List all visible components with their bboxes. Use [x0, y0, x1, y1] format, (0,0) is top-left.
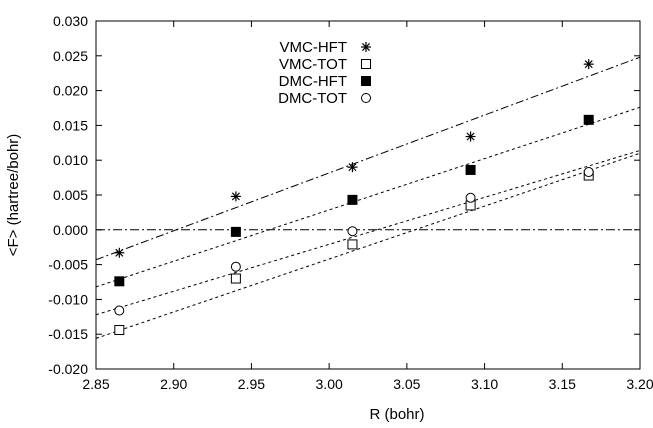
data-point-dmc-tot — [230, 261, 241, 272]
legend-label-dmc-hft: DMC-HFT — [279, 73, 347, 90]
y-tick-label: 0.005 — [53, 187, 88, 203]
fit-lines — [95, 56, 641, 339]
x-tick-label: 3.05 — [393, 376, 420, 392]
x-tick-label: 3.15 — [549, 376, 576, 392]
y-tick-label: 0.015 — [53, 117, 88, 133]
y-tick-label: -0.015 — [48, 326, 88, 342]
data-point-dmc-tot — [465, 192, 476, 203]
y-tick-label: -0.005 — [48, 257, 88, 273]
y-tick-label: 0.025 — [53, 48, 88, 64]
y-tick-label: -0.020 — [48, 361, 88, 377]
data-point-vmc-hft — [583, 59, 594, 70]
legend-marker-dmc-tot — [361, 93, 371, 103]
data-point-dmc-hft — [583, 114, 594, 125]
x-tick-label: 3.10 — [471, 376, 498, 392]
x-tick-label: 2.85 — [82, 376, 109, 392]
fit-line-dmc-tot — [95, 149, 641, 316]
data-point-dmc-hft — [465, 164, 476, 175]
x-tick-label: 2.95 — [238, 376, 265, 392]
fit-line-vmc-tot — [95, 152, 641, 339]
data-point-vmc-hft — [465, 131, 476, 142]
legend-label-vmc-tot: VMC-TOT — [279, 56, 347, 73]
plot-border — [95, 20, 641, 370]
legend-marker-dmc-hft — [361, 76, 371, 86]
y-tick-label: -0.010 — [48, 291, 88, 307]
data-point-vmc-hft — [114, 247, 125, 258]
legend-marker-vmc-tot — [361, 59, 371, 69]
plot-frame — [95, 20, 641, 370]
y-tick-label: 0.030 — [53, 13, 88, 29]
data-point-vmc-tot — [114, 325, 125, 336]
data-point-vmc-tot — [347, 239, 358, 250]
data-point-dmc-tot — [347, 226, 358, 237]
data-point-vmc-hft — [347, 162, 358, 173]
x-tick-label: 3.20 — [626, 376, 653, 392]
x-axis: 2.85 2.90 2.95 3.00 3.05 3.10 3.15 3.20 — [82, 21, 653, 392]
legend-label-vmc-hft: VMC-HFT — [280, 39, 348, 56]
data-point-dmc-tot — [583, 167, 594, 178]
data-point-vmc-tot — [230, 273, 241, 284]
data-points — [114, 59, 594, 336]
y-axis: -0.020 -0.015 -0.010 -0.005 0.000 0.005 0.010 0… — [48, 13, 640, 377]
x-axis-label: R (bohr) — [369, 406, 424, 423]
data-point-dmc-hft — [114, 276, 125, 287]
data-point-vmc-hft — [230, 191, 241, 202]
fit-line-dmc-hft — [95, 106, 641, 288]
data-point-dmc-hft — [347, 194, 358, 205]
x-tick-label: 2.90 — [160, 376, 187, 392]
y-tick-label: 0.000 — [53, 222, 88, 238]
fit-line-vmc-hft — [95, 56, 641, 261]
x-tick-label: 3.00 — [316, 376, 343, 392]
legend-label-dmc-tot: DMC-TOT — [278, 90, 347, 107]
y-tick-label: 0.020 — [53, 83, 88, 99]
legend-marker-vmc-hft — [361, 42, 371, 52]
data-point-dmc-hft — [230, 226, 241, 237]
y-tick-label: 0.010 — [53, 152, 88, 168]
data-point-dmc-tot — [114, 305, 125, 316]
y-axis-label: <F> (hartree/bohr) — [5, 134, 22, 257]
